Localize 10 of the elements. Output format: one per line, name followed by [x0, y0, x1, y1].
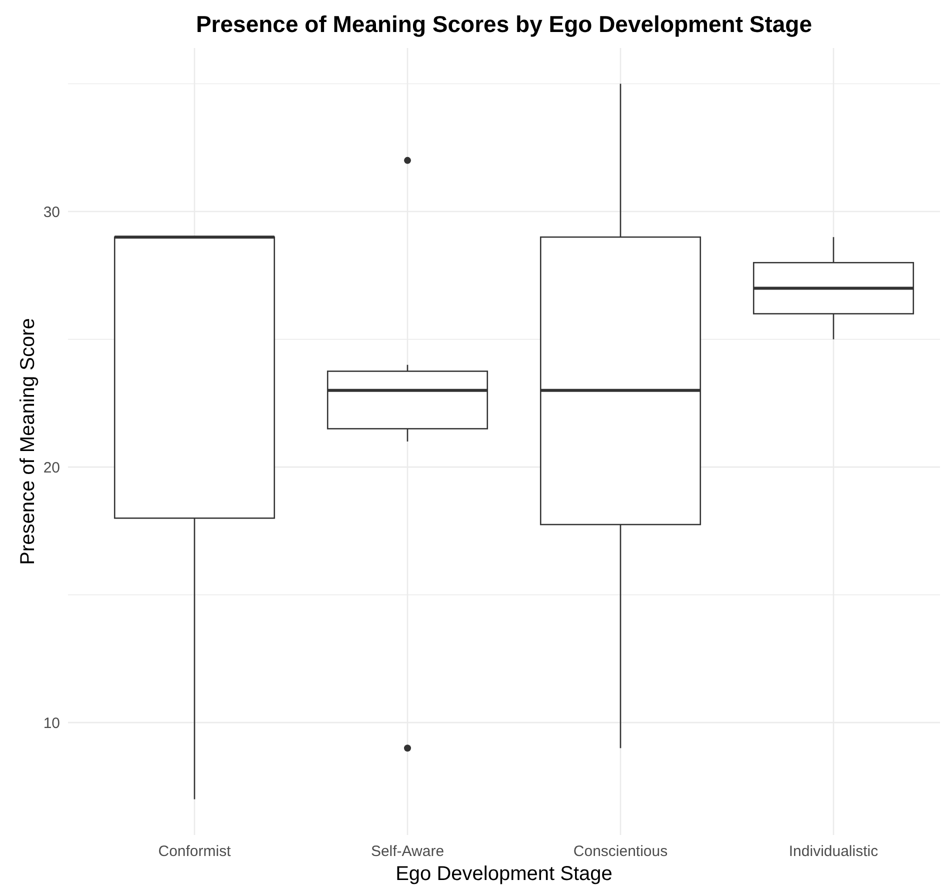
- y-tick-label: 30: [43, 204, 60, 221]
- x-tick-label: Conscientious: [573, 843, 668, 860]
- y-axis-title: Presence of Meaning Score: [17, 318, 39, 565]
- y-tick-label: 10: [43, 714, 60, 732]
- y-tick-label: 20: [43, 459, 60, 476]
- x-tick-label: Self-Aware: [370, 843, 444, 860]
- x-axis-title: Ego Development Stage: [396, 863, 612, 885]
- x-tick-label: Individualistic: [788, 843, 879, 860]
- x-tick-label: Conformist: [158, 843, 232, 860]
- chart-title: Presence of Meaning Scores by Ego Development Stage: [196, 11, 812, 37]
